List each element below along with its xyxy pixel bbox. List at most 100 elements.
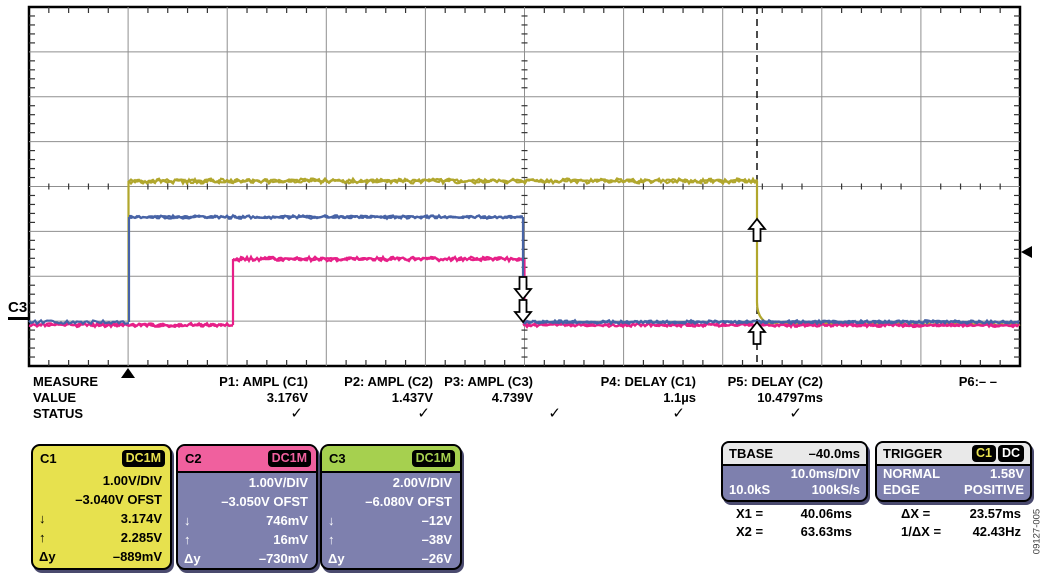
trigger-title: TRIGGER [883,446,943,461]
channel-max: 746mV [266,513,308,528]
param-status-check: ✓ [548,405,561,422]
param-status-check: ✓ [672,405,685,422]
param-value: 3.176V [266,390,308,405]
param-label: P4: DELAY (C1) [600,374,696,389]
channel-box-header: C3 DC1M [322,446,460,473]
measure-header: MEASURE [33,374,99,389]
channel-box-header: C2 DC1M [178,446,316,473]
measure-param-p4: P4: DELAY (C1) 1.1µs ✓ [536,374,696,422]
timebase-box[interactable]: TBASE –40.0ms 10.0ms/DIV 10.0kS 100kS/s [721,441,868,502]
coupling-badge: DC1M [121,450,165,467]
cursor-dx-value: 23.57ms [969,506,1021,521]
channel-offset: –3.040V OFST [75,492,162,507]
param-label: P2: AMPL (C2) [344,374,433,389]
measure-row-headers: MEASURE VALUE STATUS [33,374,98,422]
param-status-check: ✓ [789,405,802,422]
timebase-sampling-row: 10.0kS 100kS/s [723,482,866,498]
max-arrow-icon: ↓ [184,513,191,528]
delta-y-icon: Δy [328,551,345,566]
param-value: 1.437V [391,390,433,405]
timebase-samples: 10.0kS [729,482,771,497]
delay-marker-arrow-down [513,299,533,324]
channel-id: C2 [185,451,202,466]
cursor-x2-label: X2 = [736,524,764,539]
channel-box-c1[interactable]: C1 DC1M 1.00V/DIV –3.040V OFST ↓ 3.174V ↑… [31,444,172,570]
waveform-plot [27,5,1032,378]
min-arrow-icon: ↑ [39,530,46,545]
channel-dy: –889mV [112,549,162,564]
channel-scale: 1.00V/DIV [248,475,308,490]
trigger-type-row: EDGE POSITIVE [877,482,1030,498]
figure-number: 09127-005 [1031,508,1043,555]
channel-box-header: C1 DC1M [33,446,170,471]
channel-id: C3 [329,451,346,466]
value-header: VALUE [33,390,77,405]
cursor-dx-row: ΔX = 23.57ms [901,506,1021,521]
channel-offset: –3.050V OFST [221,494,308,509]
param-label: P1: AMPL (C1) [219,374,308,389]
channel-dy: –26V [421,551,452,566]
cursor-x2-row: X2 = 63.63ms [736,524,852,539]
channel-c3-ground-label: C3 [8,299,30,320]
trigger-level: 1.58V [990,466,1024,481]
trace-c3-blue [28,213,1020,326]
param-value: 4.739V [491,390,533,405]
channel-max: 3.174V [120,511,162,526]
trigger-mode-row: NORMAL 1.58V [877,466,1030,482]
delay-marker-arrow-down [513,276,533,301]
measure-param-p2: P2: AMPL (C2) 1.437V ✓ [273,374,433,422]
coupling-badge: DC1M [267,450,311,467]
trigger-mode: NORMAL [883,466,941,481]
measure-param-p6: P6:– – [837,374,997,390]
channel-dy: –730mV [258,551,308,566]
timebase-header: TBASE –40.0ms [723,443,866,466]
delay-marker-arrow-up [747,217,767,242]
trigger-level-marker [1021,246,1032,258]
channel-min: 2.285V [120,530,162,545]
timebase-scale: 10.0ms/DIV [790,466,860,481]
cursor-x1-label: X1 = [736,506,764,521]
trigger-time-marker [121,368,135,378]
channel-box-c2[interactable]: C2 DC1M 1.00V/DIV –3.050V OFST ↓ 746mV ↑ 1… [176,444,318,570]
channel-scale: 2.00V/DIV [392,475,452,490]
timebase-rate: 100kS/s [811,482,860,497]
measure-param-p1: P1: AMPL (C1) 3.176V ✓ [148,374,308,422]
trigger-header: TRIGGER C1 DC [877,443,1030,466]
channel-min: –38V [421,532,452,547]
min-arrow-icon: ↑ [184,532,191,547]
cursor-x1-row: X1 = 40.06ms [736,506,852,521]
timebase-title: TBASE [729,446,774,461]
param-status-check: ✓ [417,405,430,422]
cursor-x1-value: 40.06ms [800,506,852,521]
trigger-type: EDGE [883,482,920,497]
channel-box-c3[interactable]: C3 DC1M 2.00V/DIV –6.080V OFST ↓ –12V ↑ –3… [320,444,462,570]
channel-min: 16mV [273,532,308,547]
max-arrow-icon: ↓ [328,513,335,528]
param-status-check: ✓ [290,405,303,422]
channel-c3-ground-indicator: C3 [8,299,30,320]
measure-param-p5: P5: DELAY (C2) 10.4797ms ✓ [663,374,823,422]
trigger-coupling-badge: DC [997,445,1024,462]
cursor-dx-label: ΔX = [901,506,931,521]
param-label: P3: AMPL (C3) [444,374,533,389]
channel-scale: 1.00V/DIV [102,473,162,488]
param-label: P5: DELAY (C2) [727,374,823,389]
delta-y-icon: Δy [39,549,56,564]
timebase-delay: –40.0ms [808,446,860,461]
delta-y-icon: Δy [184,551,201,566]
trigger-slope: POSITIVE [964,482,1024,497]
cursor-inv-dx-row: 1/ΔX = 42.43Hz [901,524,1021,539]
cursor-inv-dx-label: 1/ΔX = [901,524,942,539]
timebase-scale-row: 10.0ms/DIV [723,466,866,482]
trigger-box[interactable]: TRIGGER C1 DC NORMAL 1.58V EDGE POSITIVE [875,441,1032,502]
min-arrow-icon: ↑ [328,532,335,547]
channel-offset: –6.080V OFST [365,494,452,509]
channel-id: C1 [40,451,57,466]
param-label: P6:– – [958,374,997,389]
param-value: 10.4797ms [757,390,823,405]
max-arrow-icon: ↓ [39,511,46,526]
coupling-badge: DC1M [411,450,455,467]
trigger-source-badge: C1 [971,445,996,462]
channel-max: –12V [421,513,452,528]
